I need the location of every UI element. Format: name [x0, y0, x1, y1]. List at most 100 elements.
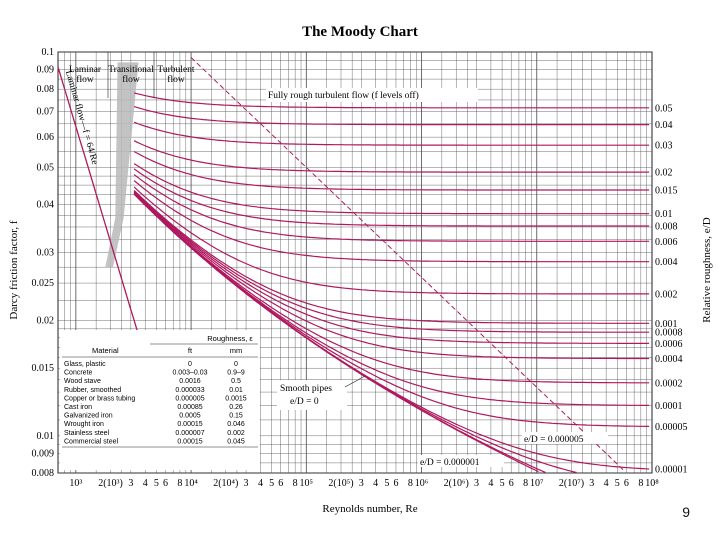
roughness-label: 0.0008: [655, 328, 683, 339]
smooth-pipes-label: Smooth pipes: [280, 384, 332, 394]
x-tick-label: 6: [624, 478, 629, 489]
table-col-header: mm: [230, 346, 243, 355]
table-cell: 0: [188, 361, 192, 368]
roughness-curve: [133, 186, 650, 295]
table-cell: Concrete: [64, 370, 93, 377]
roughness-label: 0.05: [655, 103, 673, 114]
ed1-label: e/D = 0.000001: [420, 458, 480, 468]
region-label-turbulent: Turbulent: [157, 65, 194, 75]
y-tick-label: 0.02: [37, 315, 55, 326]
table-cell: 0.5: [231, 378, 241, 385]
x-tick-label: 3: [128, 478, 133, 489]
roughness-label: 0.00005: [655, 422, 688, 433]
x-tick-label: 6: [278, 478, 283, 489]
table-cell: Glass, plastic: [64, 361, 106, 368]
roughness-curve: [133, 192, 650, 360]
table-col-header: ft: [188, 346, 193, 355]
page-number: 9: [682, 504, 690, 520]
smooth-eq-label: e/D = 0: [290, 397, 319, 407]
x-tick-label: 2(10³): [98, 478, 123, 489]
x-axis-label: Reynolds number, Re: [322, 503, 417, 515]
x-tick-label: 6: [163, 478, 168, 489]
y-tick-label: 0.08: [37, 84, 55, 95]
x-tick-label: 10⁸: [645, 478, 659, 489]
table-cell: 0.00085: [177, 404, 202, 411]
roughness-curve: [133, 150, 650, 191]
y-tick-label: 0.07: [37, 106, 55, 117]
table-group-header: Roughness, ε: [207, 334, 253, 343]
table-cell: 0.15: [229, 413, 243, 420]
roughness-curve: [133, 190, 650, 333]
table-cell: 0.0005: [179, 413, 201, 420]
ed1-label-bg: [418, 455, 504, 467]
x-tick-label: 10⁵: [300, 478, 314, 489]
table-cell: 0.046: [227, 421, 245, 428]
x-tick-label: 6: [393, 478, 398, 489]
ed5-label: e/D = 0.000005: [524, 435, 584, 445]
roughness-curve: [133, 163, 650, 215]
table-cell: 0.000033: [175, 387, 204, 394]
table-col-header: Material: [92, 346, 119, 355]
roughness-label: 0.0001: [655, 401, 683, 412]
table-cell: Stainless steel: [64, 430, 110, 437]
fully-rough-label: Fully rough turbulent flow (f levels off…: [268, 90, 419, 101]
table-cell: Rubber, smoothed: [64, 387, 121, 394]
table-cell: Copper or brass tubing: [64, 395, 135, 402]
x-tick-label: 5: [154, 478, 159, 489]
axis-ticks: 10³ 2(10³) 3 4 5 6 8 10⁴ 2(10⁴) 3 4 5 6 8 10⁵ 2(10⁵) 3 4 5…: [32, 47, 688, 489]
region-label-transitional-2: flow: [122, 74, 140, 85]
y-tick-label: 0.05: [37, 163, 55, 174]
roughness-curve: [133, 191, 650, 344]
roughness-label: 0.006: [655, 237, 678, 248]
table-cell: Commercial steel: [64, 438, 119, 445]
transition-shading: [105, 62, 139, 268]
x-tick-label: 10⁶: [415, 478, 429, 489]
roughness-curve: [133, 168, 650, 227]
y-tick-label: 0.015: [32, 363, 55, 374]
y-axis-label: Darcy friction factor, f: [8, 220, 20, 319]
y-tick-label: 0.06: [37, 132, 55, 143]
smooth-pipe-curve: [133, 193, 539, 473]
fully-rough-label-bg: [266, 88, 478, 102]
x-tick-label: 5: [269, 478, 274, 489]
roughness-curve: [133, 174, 650, 242]
x-tick-label: 2(10⁵): [328, 478, 353, 489]
x-tick-label: 5: [615, 478, 620, 489]
roughness-label: 0.008: [655, 222, 678, 233]
y2-axis-label: Relative roughness, e/D: [701, 217, 713, 322]
roughness-curve: [133, 192, 650, 384]
transition-band: [105, 62, 139, 268]
table-cell: 0: [234, 361, 238, 368]
x-tick-label: 3: [474, 478, 479, 489]
x-tick-label: 4: [143, 478, 148, 489]
x-tick-label: 10³: [69, 478, 82, 489]
roughness-curves: [57, 57, 650, 474]
roughness-label: 0.002: [655, 289, 678, 300]
roughness-curve: [133, 92, 650, 109]
x-tick-label: 5: [500, 478, 505, 489]
roughness-label: 0.04: [655, 120, 673, 131]
x-tick-label: 8: [293, 478, 298, 489]
x-tick-label: 6: [509, 478, 514, 489]
roughness-label: 0.02: [655, 168, 673, 179]
roughness-curve: [133, 140, 650, 173]
table-cell: 0.045: [227, 438, 245, 445]
roughness-label: 0.015: [655, 186, 678, 197]
y-tick-label: 0.04: [37, 200, 55, 211]
y-tick-label: 0.025: [32, 278, 55, 289]
x-tick-label: 3: [589, 478, 594, 489]
table-cell: Wrought iron: [64, 421, 104, 428]
table-cell: Cast iron: [64, 404, 92, 411]
roughness-label: 0.00001: [655, 465, 688, 476]
laminar-line: [57, 66, 144, 352]
x-tick-label: 2(10⁴): [213, 478, 238, 489]
table-cell: Wood stave: [64, 378, 101, 385]
x-tick-label: 2(10⁷): [559, 478, 584, 489]
x-tick-label: 5: [384, 478, 389, 489]
y-tick-label: 0.01: [37, 431, 55, 442]
table-cell: 0.00015: [177, 421, 202, 428]
table-cell: 0.0015: [225, 395, 247, 402]
table-cell: 0.00015: [177, 438, 202, 445]
x-tick-label: 8: [408, 478, 413, 489]
chart-title: The Moody Chart: [302, 24, 418, 40]
